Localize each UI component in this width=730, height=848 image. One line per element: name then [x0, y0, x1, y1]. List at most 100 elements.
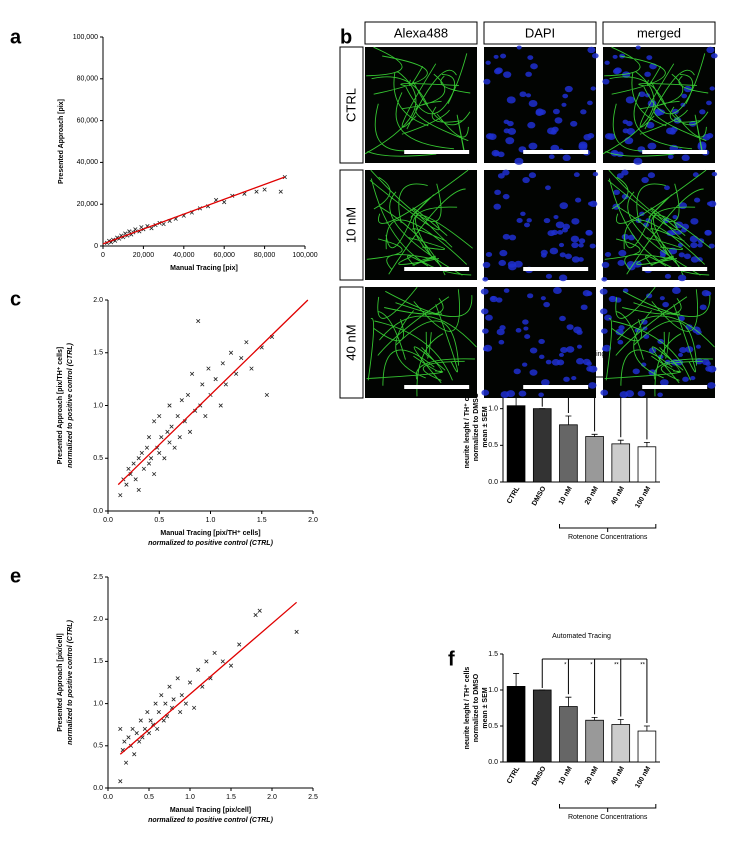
nucleus	[624, 137, 634, 145]
nucleus	[496, 328, 505, 336]
nucleus	[612, 54, 618, 59]
y-tick-label: 1.5	[93, 658, 103, 665]
nucleus	[604, 251, 612, 258]
x-tick-label: 0	[101, 252, 105, 259]
nucleus	[516, 218, 523, 223]
nucleus	[528, 142, 538, 150]
nucleus	[529, 347, 538, 354]
nucleus	[612, 68, 621, 75]
point	[137, 739, 142, 744]
bar	[637, 446, 657, 483]
point	[162, 456, 167, 461]
row-header: 10 nM	[343, 207, 358, 243]
point	[278, 189, 283, 194]
nucleus	[558, 352, 565, 357]
x-tick-label: 80,000	[254, 252, 276, 259]
point	[222, 200, 227, 205]
nucleus	[482, 276, 489, 282]
column-header: DAPI	[525, 25, 555, 40]
nucleus	[679, 346, 687, 354]
point	[159, 435, 164, 440]
y-tick-label: 0.0	[488, 479, 498, 486]
nucleus	[576, 344, 582, 349]
nucleus	[541, 379, 550, 386]
nucleus	[553, 214, 559, 220]
nucleus	[566, 324, 574, 330]
nucleus	[494, 189, 501, 196]
point	[179, 693, 184, 698]
nucleus	[586, 291, 593, 296]
y-tick-label: 1.0	[93, 402, 103, 409]
nucleus	[641, 177, 649, 184]
point	[234, 371, 239, 376]
significance-label: **	[614, 663, 619, 669]
point	[262, 187, 267, 192]
nucleus	[600, 389, 609, 396]
y-tick-label: 0.5	[488, 442, 498, 449]
point	[159, 693, 164, 698]
nucleus	[571, 375, 577, 381]
nucleus	[589, 243, 596, 249]
nucleus	[538, 354, 545, 360]
nucleus	[602, 78, 610, 85]
nucleus	[575, 197, 582, 203]
nucleus	[485, 251, 493, 258]
nucleus	[618, 249, 627, 257]
y-axis-label: normalized to DMSO	[473, 392, 480, 461]
nucleus	[632, 368, 640, 375]
point	[126, 735, 131, 740]
nucleus	[695, 344, 701, 349]
x-tick-label: 40,000	[173, 252, 195, 259]
nucleus	[548, 154, 555, 160]
bar	[585, 436, 604, 483]
nucleus	[626, 127, 636, 135]
y-tick-label: 60,000	[77, 117, 99, 124]
neurites	[366, 169, 473, 276]
nucleus	[524, 334, 531, 339]
group-bracket	[559, 804, 657, 812]
point	[123, 760, 129, 765]
point	[172, 445, 177, 450]
point	[249, 366, 254, 371]
nucleus	[538, 392, 544, 398]
nucleus	[580, 304, 588, 311]
y-tick-label: 80,000	[77, 76, 99, 83]
row-header-box	[339, 286, 364, 399]
nucleus	[571, 242, 579, 249]
point	[244, 340, 249, 345]
nucleus	[585, 229, 593, 236]
group-label: Rotenone Concentrations	[568, 814, 648, 821]
nucleus	[690, 218, 699, 225]
nucleus	[664, 273, 672, 279]
neurites	[604, 286, 715, 397]
y-axis-label: neurite lenght / TH⁺ cells	[464, 667, 471, 750]
nucleus	[526, 218, 532, 223]
nucleus	[664, 185, 670, 191]
nucleus	[706, 100, 712, 106]
nucleus	[555, 221, 565, 229]
x-axis-note: normalized to positive control (CTRL)	[148, 540, 274, 547]
nucleus	[659, 296, 665, 301]
point	[165, 429, 170, 434]
nucleus	[604, 314, 612, 321]
x-axis-label: Manual Tracing [pix/TH⁺ cells]	[160, 530, 260, 537]
point	[167, 403, 172, 408]
y-tick-label: 1.0	[488, 687, 498, 694]
neurites	[364, 46, 471, 157]
nucleus	[590, 86, 596, 91]
bar	[532, 408, 552, 483]
nucleus	[535, 109, 544, 116]
fit-line	[119, 601, 298, 755]
nucleus	[626, 120, 633, 127]
x-tick-label: 0.0	[103, 794, 113, 801]
nucleus	[621, 233, 630, 240]
point	[142, 726, 147, 732]
nucleus	[589, 200, 598, 208]
nucleus	[549, 247, 559, 255]
point	[148, 718, 153, 723]
nucleus	[554, 117, 563, 124]
neurites	[604, 169, 711, 276]
bar	[611, 443, 631, 483]
nucleus	[485, 314, 493, 321]
nucleus	[604, 60, 610, 65]
